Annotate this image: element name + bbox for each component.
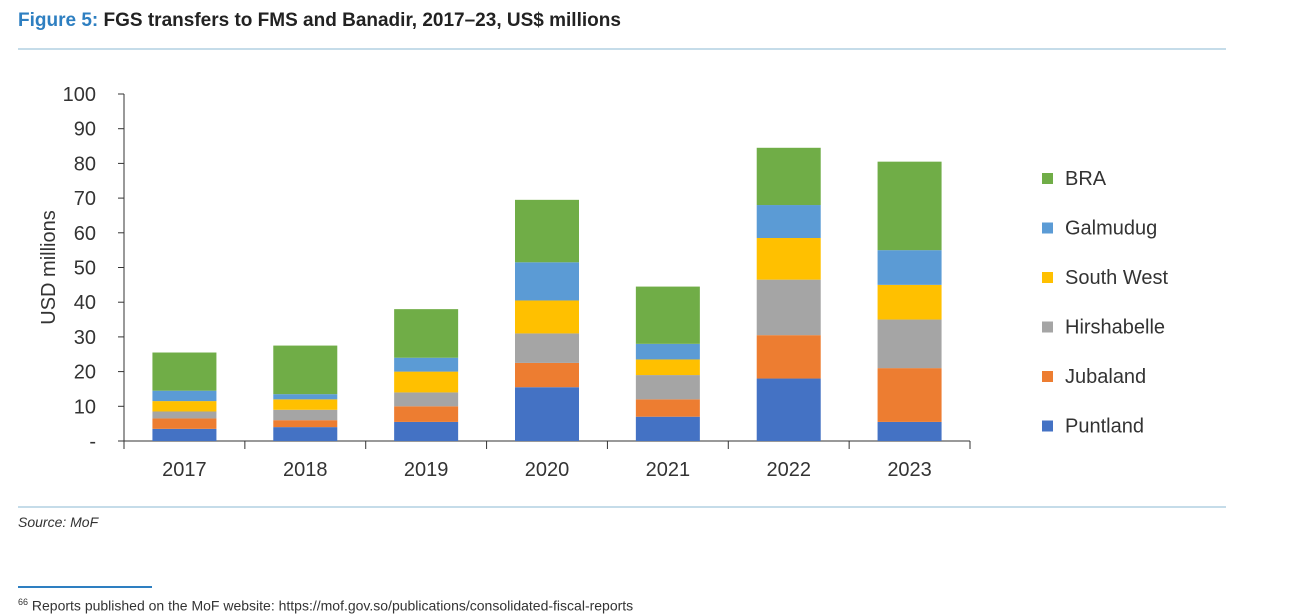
x-tick-label: 2017 [162, 459, 207, 481]
footnote-divider [18, 586, 152, 588]
bar-segment-bra [515, 199, 579, 263]
source-note: Source: MoF [18, 514, 99, 530]
legend-label: Jubaland [1065, 366, 1146, 388]
bar-segment-puntland [394, 421, 459, 441]
bar-segment-hirshabelle [515, 333, 579, 363]
bar-segment-bra [273, 345, 338, 395]
x-tick-label: 2019 [404, 459, 449, 481]
y-tick-label: 50 [74, 258, 96, 280]
figure-title-text: FGS transfers to FMS and Banadir, 2017–2… [103, 10, 621, 31]
x-tick-label: 2022 [766, 459, 811, 481]
bar-segment-bra [635, 286, 700, 344]
bar-segment-hirshabelle [394, 392, 459, 407]
bar-segment-puntland [877, 421, 942, 441]
bar-segment-hirshabelle [635, 375, 700, 400]
y-tick-label: 100 [63, 84, 96, 106]
bar-segment-hirshabelle [273, 409, 338, 421]
y-tick-label: 90 [74, 119, 96, 141]
y-tick-label: 70 [74, 188, 96, 210]
x-tick-label: 2018 [283, 459, 328, 481]
bar-segment-puntland [273, 427, 338, 441]
bar-segment-puntland [152, 428, 217, 441]
y-tick-label: - [89, 431, 96, 453]
legend-label: Galmudug [1065, 218, 1157, 240]
bar-segment-galmudug [877, 250, 942, 285]
bar-segment-galmudug [635, 343, 700, 360]
bar-segment-bra [756, 147, 821, 206]
bar-segment-jubaland [273, 420, 338, 428]
bar-segment-south-west [273, 399, 338, 410]
legend-swatch [1042, 222, 1053, 234]
y-tick-label: 80 [74, 153, 96, 175]
bar-segment-jubaland [152, 418, 217, 429]
bar-segment-puntland [515, 387, 579, 441]
x-tick-label: 2021 [646, 459, 691, 481]
bar-segment-hirshabelle [756, 279, 821, 336]
bar-segment-bra [152, 352, 217, 391]
bar-segment-south-west [756, 238, 821, 280]
x-tick-label: 2023 [887, 459, 932, 481]
bar-segment-south-west [877, 284, 942, 320]
source-divider [18, 506, 1226, 508]
bar-segment-south-west [394, 371, 459, 393]
legend-label: BRA [1065, 168, 1107, 190]
bar-segment-bra [394, 309, 459, 358]
bar-segment-galmudug [152, 390, 217, 402]
bar-segment-jubaland [877, 368, 942, 422]
y-tick-label: 60 [74, 223, 96, 245]
legend-swatch [1042, 173, 1053, 184]
bar-segment-galmudug [756, 205, 821, 239]
footnote-number: 66 [18, 597, 29, 607]
bar-segment-jubaland [635, 399, 700, 417]
bar-segment-south-west [152, 401, 217, 412]
bar-segment-puntland [635, 416, 700, 441]
bar-segment-jubaland [515, 362, 579, 388]
legend-swatch [1042, 272, 1053, 283]
stacked-bar-chart: - 10 20 30 40 50 60 70 80 90 100 USD millions 2017 20… [38, 84, 1168, 481]
y-axis-title: USD millions [38, 210, 60, 324]
bar-segment-bra [877, 161, 942, 251]
bar-segment-hirshabelle [877, 319, 942, 369]
bar-segment-jubaland [394, 406, 459, 422]
figure-label: Figure 5: [18, 10, 99, 31]
legend-label: South West [1065, 267, 1168, 289]
bar-segment-puntland [756, 378, 821, 441]
title-divider [18, 48, 1226, 50]
y-tick-label: 10 [74, 396, 96, 418]
legend-label: Puntland [1065, 416, 1144, 438]
legend-swatch [1042, 371, 1053, 382]
y-tick-label: 30 [74, 327, 96, 349]
x-tick-label: 2020 [525, 459, 570, 481]
bar-segment-jubaland [756, 335, 821, 379]
bar-segment-galmudug [515, 262, 579, 301]
bar-segment-south-west [515, 300, 579, 334]
y-tick-label: 40 [74, 292, 96, 314]
bar-segment-galmudug [394, 357, 459, 372]
bar-segment-south-west [635, 359, 700, 376]
bar-segment-hirshabelle [152, 411, 217, 419]
bar-segment-galmudug [273, 394, 338, 400]
legend-swatch [1042, 420, 1053, 432]
legend-swatch [1042, 321, 1053, 333]
figure-title: Figure 5: FGS transfers to FMS and Banad… [18, 10, 621, 32]
footnote: 66 Reports published on the MoF website:… [18, 597, 633, 614]
y-tick-label: 20 [74, 362, 96, 384]
legend-label: Hirshabelle [1065, 317, 1165, 339]
